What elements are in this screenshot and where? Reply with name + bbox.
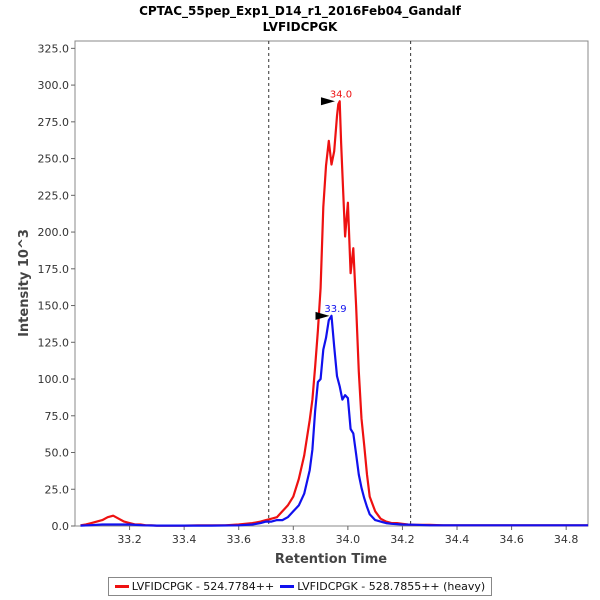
integration-boundaries [268,41,412,526]
y-tick-label: 25.0 [45,483,70,496]
x-tick-label: 33.8 [281,533,306,546]
x-tick-label: 34.2 [390,533,415,546]
y-tick-label: 200.0 [38,226,70,239]
x-tick-label: 33.6 [226,533,251,546]
y-tick-label: 275.0 [38,116,70,129]
x-tick-label: 34.4 [445,533,470,546]
x-tick-label: 34.8 [554,533,579,546]
y-tick-label: 175.0 [38,263,70,276]
peak-arrow-icon [320,97,335,106]
x-tick-label: 34.0 [336,533,361,546]
chart-title: CPTAC_55pep_Exp1_D14_r1_2016Feb04_Gandal… [139,4,462,19]
x-tick-label: 33.2 [117,533,142,546]
y-tick-label: 300.0 [38,79,70,92]
y-tick-label: 250.0 [38,153,70,166]
x-tick-label: 34.6 [499,533,524,546]
plot-frame [74,40,589,527]
peak-arrow-icon [315,311,330,320]
legend: LVFIDCPGK - 524.7784++ LVFIDCPGK - 528.7… [108,577,492,596]
x-axis: 33.2 33.4 33.6 33.8 34.0 34.2 34.4 34.6 34.8 [117,526,578,546]
y-axis: 0.0 25.0 50.0 75.0 100.0 125.0 150.0 175.0 200.0… [38,42,75,533]
y-tick-label: 100.0 [38,373,70,386]
legend-label-heavy: LVFIDCPGK - 528.7855++ (heavy) [297,580,486,593]
series-layer [80,100,588,527]
legend-item-light: LVFIDCPGK - 524.7784++ [114,580,275,593]
y-tick-label: 150.0 [38,300,70,313]
legend-label-light: LVFIDCPGK - 524.7784++ [131,580,275,593]
x-tick-label: 33.4 [172,533,197,546]
peak-label: 33.9 [324,304,346,315]
y-tick-label: 0.0 [52,520,70,533]
chart-subtitle: LVFIDCPGK [263,20,338,34]
peak-label: 34.0 [330,89,352,100]
series-line-heavy [80,314,588,527]
y-tick-label: 125.0 [38,336,70,349]
x-axis-title: Retention Time [275,552,387,567]
legend-swatch-light [114,585,129,588]
legend-swatch-heavy [280,585,295,588]
y-tick-label: 50.0 [45,447,70,460]
y-tick-label: 75.0 [45,410,70,423]
peak-annotations: 34.0 33.9 [315,89,352,320]
y-tick-label: 225.0 [38,189,70,202]
y-tick-label: 325.0 [38,42,70,55]
y-axis-title: Intensity 10^3 [17,229,32,337]
legend-item-heavy: LVFIDCPGK - 528.7855++ (heavy) [280,580,485,593]
